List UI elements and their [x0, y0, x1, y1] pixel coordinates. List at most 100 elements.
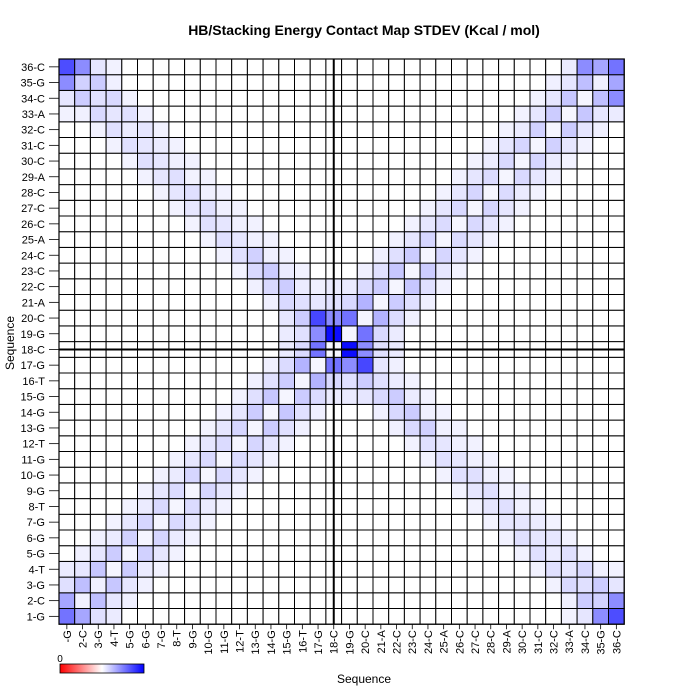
heatmap-cell: [184, 482, 201, 500]
heatmap-cell: [356, 372, 374, 390]
heatmap-cell: [58, 529, 76, 547]
heatmap-cell: [356, 513, 374, 531]
heatmap-cell: [246, 74, 264, 91]
y-tick-label: 20-C: [21, 313, 45, 325]
heatmap-cell: [513, 262, 531, 280]
heatmap-cell: [451, 168, 468, 186]
heatmap-cell: [560, 294, 578, 311]
heatmap-cell: [356, 403, 374, 421]
heatmap-cell: [231, 152, 248, 170]
heatmap-cell: [246, 215, 264, 233]
heatmap-cell: [372, 403, 390, 421]
heatmap-cell: [246, 309, 264, 327]
heatmap-cell: [89, 58, 107, 76]
heatmap-cell: [388, 309, 405, 327]
heatmap-cell: [592, 184, 609, 201]
heatmap-cell: [451, 231, 468, 248]
heatmap-cell: [576, 529, 594, 547]
heatmap-cell: [513, 121, 531, 139]
x-tick-label: 18-C: [329, 630, 341, 654]
heatmap-cell: [309, 403, 327, 421]
heatmap-cell: [105, 74, 123, 91]
heatmap-cell: [74, 278, 91, 295]
heatmap-cell: [58, 356, 76, 374]
heatmap-cell: [341, 608, 358, 625]
heatmap-cell: [294, 74, 311, 91]
heatmap-cell: [309, 435, 327, 452]
heatmap-cell: [168, 560, 186, 578]
heatmap-cell: [74, 262, 91, 280]
heatmap-cell: [294, 513, 311, 531]
heatmap-cell: [513, 513, 531, 531]
heatmap-cell: [482, 419, 500, 437]
heatmap-cell: [419, 121, 437, 139]
heatmap-cell: [592, 89, 609, 107]
heatmap-cell: [137, 262, 154, 280]
heatmap-cell: [560, 262, 578, 280]
heatmap-cell: [74, 89, 91, 107]
heatmap-cell: [137, 168, 154, 186]
heatmap-cell: [529, 403, 547, 421]
heatmap-cell: [451, 388, 468, 405]
heatmap-cell: [356, 356, 374, 374]
heatmap-cell: [199, 513, 217, 531]
heatmap-cell: [89, 435, 107, 452]
heatmap-cell: [58, 262, 76, 280]
heatmap-cell: [576, 246, 594, 264]
y-tick-label: 5-G: [27, 549, 45, 561]
heatmap-cell: [529, 529, 547, 547]
heatmap-cell: [152, 356, 170, 374]
heatmap-cell: [215, 419, 233, 437]
heatmap-cell: [294, 466, 311, 484]
heatmap-cell: [246, 278, 264, 295]
heatmap-cell: [278, 262, 295, 280]
heatmap-cell: [184, 576, 201, 594]
heatmap-cell: [246, 184, 264, 201]
heatmap-cell: [74, 498, 91, 515]
heatmap-cell: [451, 325, 468, 343]
heatmap-cell: [608, 121, 625, 139]
heatmap-cell: [466, 215, 484, 233]
heatmap-cell: [545, 388, 562, 405]
color-legend-tick: 0: [57, 654, 63, 665]
heatmap-cell: [545, 184, 562, 201]
heatmap-cell: [74, 246, 91, 264]
heatmap-cell: [529, 215, 547, 233]
heatmap-cell: [451, 199, 468, 217]
heatmap-cell: [356, 419, 374, 437]
y-tick-label: 9-G: [27, 486, 45, 498]
heatmap-cell: [419, 498, 437, 515]
heatmap-cell: [576, 58, 594, 76]
heatmap-cell: [309, 388, 327, 405]
heatmap-cell: [246, 419, 264, 437]
heatmap-cell: [403, 545, 421, 562]
heatmap-cell: [74, 466, 91, 484]
heatmap-cell: [105, 372, 123, 390]
heatmap-cell: [152, 246, 170, 264]
heatmap-cell: [466, 184, 484, 201]
heatmap-cell: [529, 137, 547, 154]
x-tick-label: 6-G: [140, 630, 152, 648]
heatmap-cell: [372, 121, 390, 139]
heatmap-cell: [388, 74, 405, 91]
color-legend: 0: [57, 654, 145, 674]
heatmap-cell: [388, 199, 405, 217]
heatmap-cell: [482, 592, 500, 609]
heatmap-cell: [89, 482, 107, 500]
heatmap-cell: [278, 74, 295, 91]
heatmap-cell: [309, 513, 327, 531]
heatmap-cell: [246, 58, 264, 76]
heatmap-cell: [498, 309, 515, 327]
heatmap-cell: [105, 246, 123, 264]
heatmap-cell: [294, 58, 311, 76]
heatmap-cell: [74, 419, 91, 437]
heatmap-cell: [215, 294, 233, 311]
heatmap-cell: [388, 560, 405, 578]
heatmap-cell: [545, 466, 562, 484]
heatmap-cell: [545, 545, 562, 562]
heatmap-cell: [435, 294, 452, 311]
heatmap-cell: [168, 592, 186, 609]
heatmap-cell: [419, 372, 437, 390]
heatmap-cell: [498, 184, 515, 201]
heatmap-cell: [466, 372, 484, 390]
